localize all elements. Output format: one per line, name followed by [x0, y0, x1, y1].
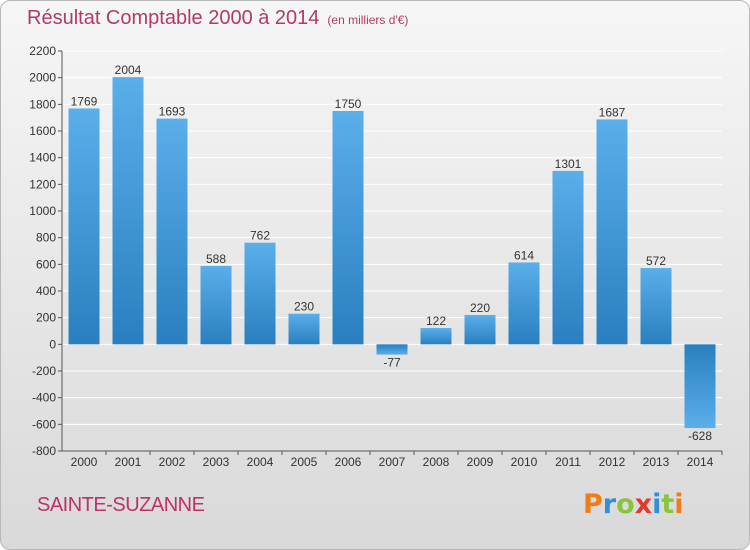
x-tick-label-2014: 2014 [687, 455, 714, 469]
logo-letter: x [634, 489, 653, 520]
logo-letter: i [652, 489, 662, 520]
value-label-2002: 1693 [159, 105, 186, 119]
logo-letter: P [583, 489, 603, 520]
logo-letter: i [674, 489, 684, 520]
x-tick-label-2004: 2004 [247, 455, 274, 469]
y-tick-label: -200 [32, 364, 56, 378]
bar-2013 [640, 268, 672, 345]
axis-layer: -800 -600 -400 -200 0 200 400 600 800 1000 1200 140… [29, 44, 723, 469]
value-label-2001: 2004 [115, 63, 142, 77]
bar-2001 [112, 77, 144, 345]
logo-letter: r [602, 489, 617, 520]
value-label-2009: 220 [470, 301, 490, 315]
value-label-2013: 572 [646, 254, 666, 268]
bar-2011 [552, 170, 584, 345]
x-tick-label-2006: 2006 [335, 455, 362, 469]
chart-title: Résultat Comptable 2000 à 2014 (en millie… [27, 7, 408, 30]
bar-layer [68, 77, 716, 429]
chart-unit: (en milliers d'€) [327, 13, 409, 27]
x-tick-label-2008: 2008 [423, 455, 450, 469]
x-tick-label-2011: 2011 [555, 455, 581, 469]
value-label-2008: 122 [426, 314, 446, 328]
value-label-2003: 588 [206, 252, 226, 266]
value-label-2014: -628 [688, 429, 712, 443]
bar-2002 [156, 118, 188, 345]
y-tick-label: 0 [49, 337, 56, 351]
bar-2003 [200, 265, 232, 345]
x-tick-label-2000: 2000 [71, 455, 98, 469]
y-tick-label: 600 [36, 257, 56, 271]
label-layer: 1769 2004 1693 588 762 230 1750 -77 122 220 614 130… [71, 63, 713, 443]
y-tick-label: 1400 [29, 151, 56, 165]
y-tick-label: -400 [32, 391, 56, 405]
x-tick-label-2012: 2012 [599, 455, 626, 469]
logo-letter: o [616, 489, 635, 520]
bar-2004 [244, 242, 276, 345]
bar-2014 [684, 344, 716, 429]
value-label-2006: 1750 [335, 97, 362, 111]
y-tick-label: 800 [36, 231, 56, 245]
value-label-2010: 614 [514, 248, 534, 262]
y-tick-label: 200 [36, 311, 56, 325]
value-label-2005: 230 [294, 300, 314, 314]
logo-letter: t [661, 489, 675, 520]
bar-2010 [508, 262, 540, 345]
x-tick-label-2003: 2003 [203, 455, 230, 469]
x-tick-label-2010: 2010 [511, 455, 538, 469]
bar-2008 [420, 328, 452, 345]
y-tick-label: 1800 [29, 97, 56, 111]
x-tick-label-2005: 2005 [291, 455, 318, 469]
proxiti-logo[interactable]: Proxiti [583, 489, 684, 520]
bar-2009 [464, 315, 496, 345]
y-tick-label: 400 [36, 284, 56, 298]
x-tick-label-2013: 2013 [643, 455, 670, 469]
bar-2005 [288, 313, 320, 345]
bar-2012 [596, 119, 628, 345]
y-tick-label: 1200 [29, 177, 56, 191]
chart-title-text: Résultat Comptable 2000 à 2014 [27, 7, 320, 29]
bar-2007 [376, 344, 408, 355]
value-label-2011: 1301 [555, 157, 582, 171]
commune-name: SAINTE-SUZANNE [37, 494, 205, 516]
y-tick-label: 1600 [29, 124, 56, 138]
y-tick-label: 1000 [29, 204, 56, 218]
bar-2000 [68, 108, 100, 345]
y-tick-label: 2200 [29, 44, 56, 58]
value-label-2000: 1769 [71, 94, 98, 108]
y-tick-label: -800 [32, 444, 56, 458]
value-label-2012: 1687 [599, 105, 626, 119]
x-tick-label-2009: 2009 [467, 455, 494, 469]
bar-2006 [332, 111, 364, 345]
x-tick-label-2007: 2007 [379, 455, 406, 469]
value-label-2007: -77 [383, 356, 401, 370]
x-tick-label-2001: 2001 [115, 455, 142, 469]
y-tick-label: 2000 [29, 71, 56, 85]
x-tick-label-2002: 2002 [159, 455, 186, 469]
y-tick-label: -600 [32, 417, 56, 431]
value-label-2004: 762 [250, 229, 270, 243]
